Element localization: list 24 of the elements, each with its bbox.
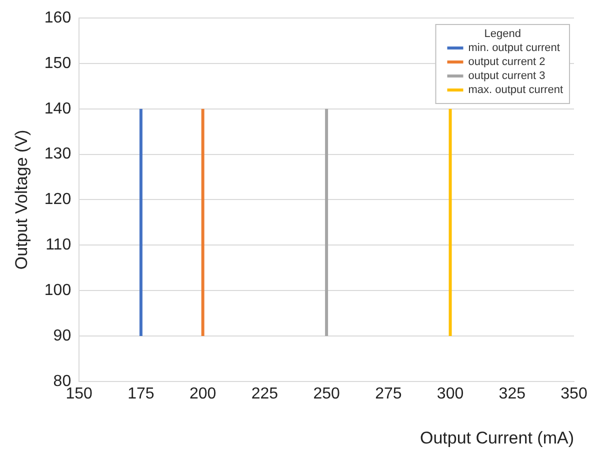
x-tick-label: 250 bbox=[313, 385, 340, 402]
y-tick-label: 90 bbox=[53, 327, 72, 344]
legend-title: Legend bbox=[484, 28, 521, 40]
x-tick-label: 225 bbox=[251, 385, 278, 402]
y-tick-label: 120 bbox=[44, 191, 72, 208]
y-tick-label: 150 bbox=[44, 54, 72, 72]
y-tick-label: 160 bbox=[44, 9, 72, 26]
legend-label: min. output current bbox=[468, 42, 560, 54]
x-tick-label: 200 bbox=[189, 385, 216, 402]
y-tick-label: 110 bbox=[46, 236, 72, 254]
x-tick-label: 150 bbox=[66, 385, 93, 402]
x-tick-label: 275 bbox=[375, 385, 402, 402]
y-tick-label: 130 bbox=[44, 146, 72, 163]
x-tick-label: 325 bbox=[498, 385, 526, 402]
x-tick-label: 300 bbox=[436, 385, 464, 402]
legend-label: output current 3 bbox=[468, 70, 546, 82]
x-tick-label: 175 bbox=[128, 385, 154, 402]
legend-label: max. output current bbox=[468, 84, 564, 96]
y-axis-title: Output Voltage (V) bbox=[12, 130, 31, 270]
x-axis-title: Output Current (mA) bbox=[420, 428, 574, 448]
x-tick-label: 350 bbox=[560, 385, 588, 402]
y-tick-label: 140 bbox=[44, 100, 72, 118]
legend-label: output current 2 bbox=[468, 56, 546, 68]
y-tick-label: 100 bbox=[44, 282, 72, 299]
